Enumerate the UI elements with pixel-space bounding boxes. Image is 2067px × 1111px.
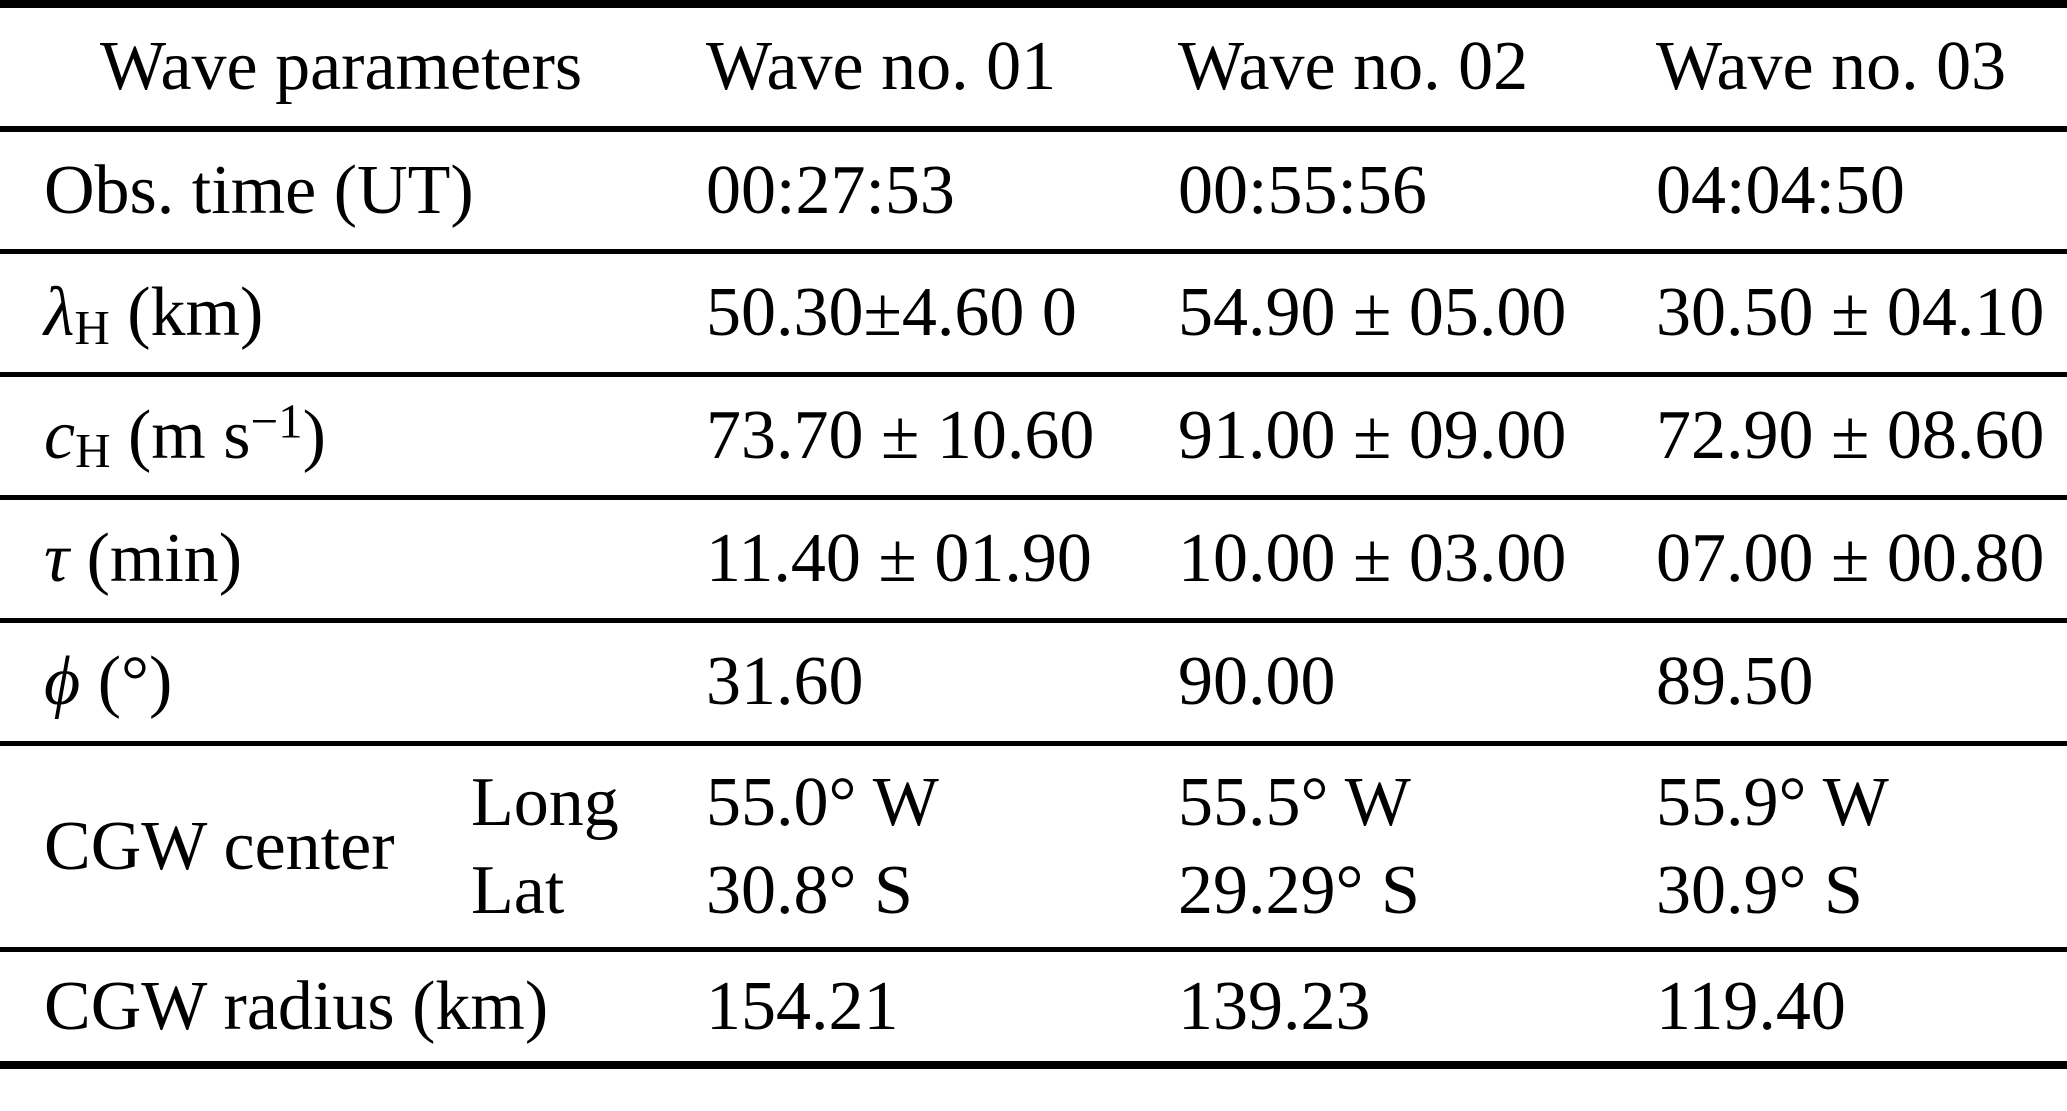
- c-h-wave02-value: 91.00 ± 09.00: [1178, 397, 1567, 474]
- phi-label: ϕ (°): [0, 640, 700, 724]
- cgw-center-long-sublabel: Long: [471, 764, 619, 841]
- lambda-unit: (km): [109, 274, 264, 351]
- obs-time-wave02-value: 00:55:56: [1178, 151, 1427, 229]
- row-cgw-center: CGW center Long Lat 55.0° W 30.8° S 55.5…: [0, 741, 2067, 947]
- c-h-wave02: 91.00 ± 09.00: [1172, 394, 1650, 478]
- lambda-symbol: λ: [44, 274, 75, 351]
- c-h-label: cH (m s−1): [0, 394, 700, 478]
- row-c-h: cH (m s−1) 73.70 ± 10.60 91.00 ± 09.00 7…: [0, 372, 2067, 495]
- header-row: Wave parameters Wave no. 01 Wave no. 02 …: [0, 8, 2067, 126]
- cgw-center-label: CGW center Long Lat: [0, 759, 700, 934]
- tau-wave02-value: 10.00 ± 03.00: [1178, 520, 1567, 597]
- tau-wave03-value: 07.00 ± 00.80: [1656, 520, 2045, 597]
- header-wave-02-label: Wave no. 02: [1178, 28, 1529, 105]
- cgw-radius-wave01-value: 154.21: [706, 967, 899, 1045]
- cgw-center-wave02: 55.5° W 29.29° S: [1172, 759, 1650, 934]
- obs-time-wave01-value: 00:27:53: [706, 151, 955, 229]
- cgw-center-wave02-long: 55.5° W: [1178, 764, 1411, 841]
- header-wave-01-label: Wave no. 01: [706, 28, 1057, 105]
- cgw-center-wave01-long: 55.0° W: [706, 764, 939, 841]
- obs-time-wave02: 00:55:56: [1172, 149, 1650, 233]
- lambda-h-wave02: 54.90 ± 05.00: [1172, 271, 1650, 355]
- row-phi: ϕ (°) 31.60 90.00 89.50: [0, 618, 2067, 741]
- lambda-h-wave01: 50.30±4.60 0: [700, 271, 1172, 355]
- c-unit-post: ): [302, 397, 326, 474]
- cgw-radius-wave01: 154.21: [700, 965, 1172, 1049]
- phi-wave02-value: 90.00: [1178, 643, 1336, 720]
- lambda-h-wave01-value: 50.30±4.60 0: [706, 274, 1077, 351]
- cgw-radius-label-text: CGW radius (km): [44, 967, 549, 1045]
- cgw-center-wave03-lat: 30.9° S: [1656, 851, 1863, 929]
- c-subscript: H: [75, 422, 111, 478]
- row-lambda-h: λH (km) 50.30±4.60 0 54.90 ± 05.00 30.50…: [0, 249, 2067, 372]
- lambda-subscript: H: [74, 299, 110, 355]
- c-unit-pre: (m s: [110, 397, 251, 474]
- tau-unit: (min): [69, 520, 243, 597]
- c-h-wave01: 73.70 ± 10.60: [700, 394, 1172, 478]
- tau-wave01-value: 11.40 ± 01.90: [706, 520, 1092, 597]
- phi-wave03-value: 89.50: [1656, 643, 1814, 720]
- phi-symbol: ϕ: [44, 643, 81, 720]
- c-h-wave03: 72.90 ± 08.60: [1650, 394, 2067, 478]
- cgw-radius-wave02-value: 139.23: [1178, 967, 1371, 1045]
- header-wave-03: Wave no. 03: [1650, 25, 2067, 109]
- header-wave-01: Wave no. 01: [700, 25, 1172, 109]
- c-h-wave01-value: 73.70 ± 10.60: [706, 397, 1095, 474]
- row-tau: τ (min) 11.40 ± 01.90 10.00 ± 03.00 07.0…: [0, 495, 2067, 618]
- cgw-radius-wave03-value: 119.40: [1656, 967, 1846, 1045]
- cgw-center-wave02-lat: 29.29° S: [1178, 851, 1420, 929]
- cgw-radius-wave03: 119.40: [1650, 965, 2067, 1049]
- cgw-center-sublabels: Long Lat: [471, 759, 619, 934]
- cgw-center-lat-sublabel: Lat: [471, 851, 565, 929]
- phi-unit: (°): [80, 643, 173, 720]
- tau-symbol: τ: [44, 520, 70, 597]
- header-wave-03-label: Wave no. 03: [1656, 28, 2007, 105]
- lambda-h-wave02-value: 54.90 ± 05.00: [1178, 274, 1567, 351]
- obs-time-wave03: 04:04:50: [1650, 149, 2067, 233]
- header-wave-02: Wave no. 02: [1172, 25, 1650, 109]
- wave-parameters-table: Wave parameters Wave no. 01 Wave no. 02 …: [0, 0, 2067, 1069]
- c-h-wave03-value: 72.90 ± 08.60: [1656, 397, 2045, 474]
- c-symbol: c: [44, 397, 76, 474]
- cgw-radius-label: CGW radius (km): [0, 965, 700, 1049]
- row-cgw-radius: CGW radius (km) 154.21 139.23 119.40: [0, 947, 2067, 1061]
- header-wave-parameters-label: Wave parameters: [100, 28, 583, 105]
- phi-wave02: 90.00: [1172, 640, 1650, 724]
- tau-label: τ (min): [0, 517, 700, 601]
- c-unit-exponent: −1: [250, 393, 303, 449]
- cgw-center-wave01-lat: 30.8° S: [706, 851, 913, 929]
- tau-wave02: 10.00 ± 03.00: [1172, 517, 1650, 601]
- cgw-center-wave03: 55.9° W 30.9° S: [1650, 759, 2067, 934]
- phi-wave03: 89.50: [1650, 640, 2067, 724]
- cgw-radius-wave02: 139.23: [1172, 965, 1650, 1049]
- header-wave-parameters: Wave parameters: [0, 25, 700, 109]
- tau-wave03: 07.00 ± 00.80: [1650, 517, 2067, 601]
- lambda-h-wave03: 30.50 ± 04.10: [1650, 271, 2067, 355]
- phi-wave01: 31.60: [700, 640, 1172, 724]
- cgw-center-label-text: CGW center: [44, 807, 395, 885]
- row-obs-time: Obs. time (UT) 00:27:53 00:55:56 04:04:5…: [0, 126, 2067, 249]
- lambda-h-wave03-value: 30.50 ± 04.10: [1656, 274, 2045, 351]
- tau-wave01: 11.40 ± 01.90: [700, 517, 1172, 601]
- obs-time-wave01: 00:27:53: [700, 149, 1172, 233]
- cgw-center-wave01: 55.0° W 30.8° S: [700, 759, 1172, 934]
- phi-wave01-value: 31.60: [706, 643, 864, 720]
- obs-time-wave03-value: 04:04:50: [1656, 151, 1905, 229]
- lambda-h-label: λH (km): [0, 271, 700, 355]
- obs-time-label-text: Obs. time (UT): [44, 151, 474, 229]
- obs-time-label: Obs. time (UT): [0, 149, 700, 233]
- cgw-center-wave03-long: 55.9° W: [1656, 764, 1889, 841]
